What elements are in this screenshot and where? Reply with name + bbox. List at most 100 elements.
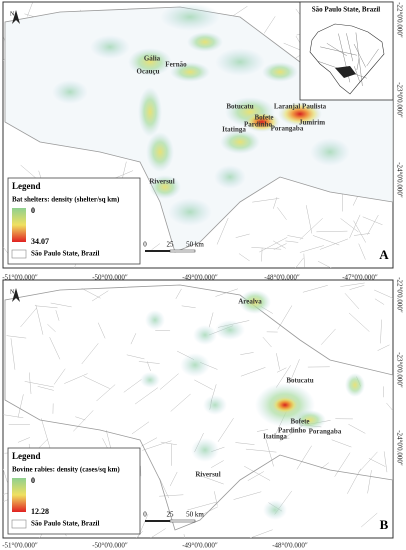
density-blob [262, 62, 298, 82]
municipal-border [244, 465, 271, 481]
municipal-border [316, 230, 348, 233]
municipal-border [126, 354, 145, 360]
place-label: Pardinho [278, 427, 307, 435]
municipal-border [6, 335, 27, 339]
municipal-border [319, 238, 349, 250]
municipal-border [299, 245, 324, 253]
density-blob [278, 102, 322, 126]
density-blob [140, 372, 160, 388]
panel-letter: A [379, 247, 389, 262]
municipal-border [312, 235, 340, 246]
municipal-border [374, 289, 393, 299]
legend-title: Legend [12, 451, 41, 461]
municipal-border [349, 214, 361, 239]
municipal-border [97, 322, 106, 339]
brazil-state-border [355, 32, 363, 86]
municipal-border [252, 198, 280, 203]
legend-boundary: São Paulo State, Brazil [31, 250, 99, 258]
municipal-border [256, 429, 269, 432]
legend-ramp [12, 208, 26, 242]
density-blob [160, 3, 220, 31]
municipal-border [302, 285, 328, 293]
place-label: Bofete [254, 114, 273, 122]
municipal-border [235, 442, 255, 445]
density-blob [191, 438, 219, 462]
density-blob [214, 165, 246, 189]
municipal-border [169, 471, 178, 487]
municipal-border [73, 410, 94, 432]
panel-letter: B [380, 517, 389, 532]
municipal-border [247, 471, 264, 481]
density-blob [215, 320, 245, 340]
place-label: Riversul [195, 471, 220, 479]
sao-paulo-highlight [335, 66, 356, 78]
municipal-border [233, 491, 262, 500]
place-label: Porangaba [271, 125, 304, 133]
municipal-border [348, 424, 366, 434]
density-blob [168, 198, 212, 226]
density-blob [138, 87, 162, 137]
scale-bar [145, 520, 170, 522]
state-outline [4, 284, 393, 531]
municipal-border [299, 218, 323, 240]
place-label: Laranjal Paulista [274, 103, 327, 111]
scale-bar [169, 249, 196, 253]
municipal-border [334, 452, 351, 477]
municipal-border [240, 352, 254, 355]
place-label: Fernão [165, 61, 187, 69]
north-label: N [10, 289, 15, 295]
municipal-border [259, 237, 288, 253]
north-label: N [10, 11, 15, 17]
municipal-border [183, 534, 185, 538]
legend-box [7, 447, 141, 535]
municipal-border [146, 361, 151, 372]
municipal-border [64, 373, 88, 384]
municipal-border [349, 285, 365, 290]
municipal-border [160, 441, 177, 446]
municipal-border [3, 468, 8, 483]
municipal-border [170, 393, 191, 412]
municipal-border [83, 376, 110, 389]
municipal-border [150, 528, 166, 538]
density-blob [220, 130, 260, 154]
inset-title: São Paulo State, Brazil [312, 6, 380, 14]
brazil-state-border [366, 48, 379, 67]
municipal-border [240, 367, 266, 377]
brazil-state-border [320, 46, 357, 56]
municipal-border [28, 372, 32, 394]
municipal-border [296, 445, 312, 470]
latitude-label: -22°0'0.000″ [395, 277, 403, 313]
legend-boundary: São Paulo State, Brazil [31, 520, 99, 528]
scale-bar [145, 250, 170, 252]
place-label: Arealva [238, 298, 262, 306]
density-blob [244, 112, 280, 132]
density-blob [180, 353, 210, 377]
place-label: Itatinga [263, 433, 287, 441]
municipal-border [175, 288, 182, 299]
latitude-label: -22°0'0.000″ [395, 2, 403, 38]
density-blob [271, 396, 299, 414]
legend-high: 34.07 [31, 237, 49, 246]
municipal-border [245, 448, 277, 453]
legend-subtitle: Bat shelters: density (shelter/sq km) [12, 196, 120, 204]
municipal-border [367, 470, 372, 494]
map-body [3, 282, 393, 538]
latitude-label: -23°0'0.000″ [395, 82, 403, 118]
legend-low: 0 [31, 476, 35, 485]
municipal-border [361, 512, 378, 528]
municipal-border [273, 240, 286, 249]
municipal-border [317, 260, 332, 268]
municipal-border [50, 302, 72, 308]
municipal-border [194, 379, 213, 390]
municipal-border [197, 474, 224, 485]
place-label: Ocauçu [137, 68, 160, 76]
north-arrow [12, 10, 20, 24]
scale-label: 25 [167, 241, 175, 249]
municipal-border [142, 440, 172, 451]
municipal-border [273, 197, 278, 209]
legend-swatch [11, 519, 27, 529]
municipal-border [53, 368, 66, 385]
municipal-border [285, 240, 299, 243]
municipal-border [216, 217, 229, 245]
municipal-border [383, 451, 388, 473]
